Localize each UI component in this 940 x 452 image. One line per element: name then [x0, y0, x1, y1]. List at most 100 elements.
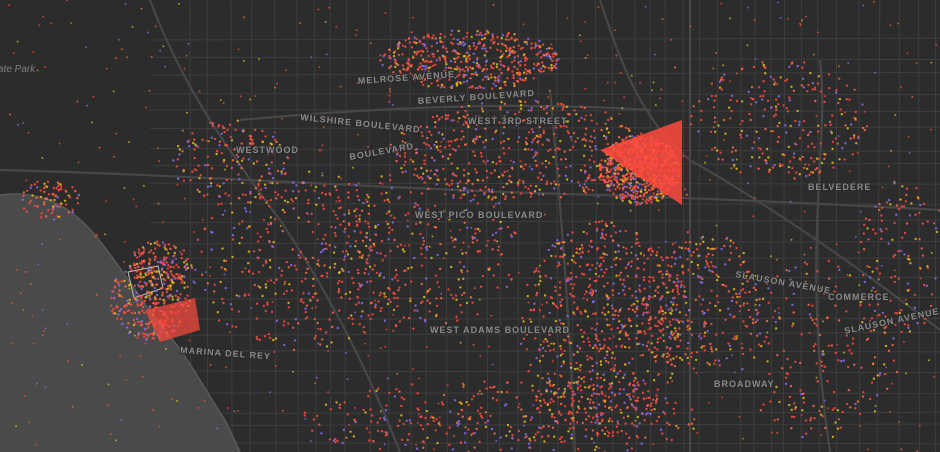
dot [697, 130, 700, 133]
dot [555, 62, 558, 66]
dot [595, 267, 597, 270]
dot [29, 186, 32, 190]
dot [652, 398, 655, 401]
dot [190, 264, 193, 267]
dot [457, 145, 460, 148]
dot [782, 349, 785, 353]
dot [735, 99, 739, 103]
dot [645, 202, 648, 205]
dot [346, 241, 349, 245]
dot [520, 408, 523, 411]
dot [852, 136, 856, 139]
dot [714, 265, 717, 269]
dot [224, 144, 227, 147]
dot [893, 275, 897, 278]
dot [435, 314, 438, 318]
dot [618, 187, 621, 190]
dot [166, 267, 170, 270]
dot [559, 344, 562, 348]
dot [485, 50, 488, 53]
dot [255, 317, 258, 320]
dot [801, 77, 805, 81]
dot [647, 389, 650, 393]
dot [562, 393, 565, 396]
dot [672, 297, 675, 300]
dot [880, 219, 884, 222]
dot [383, 292, 386, 295]
dot [741, 346, 744, 350]
dot [347, 212, 351, 215]
major-road [598, 0, 940, 331]
dot [40, 216, 43, 219]
dot [434, 274, 438, 277]
dot [880, 237, 883, 241]
dot [236, 119, 240, 122]
dot [571, 231, 574, 234]
dot [252, 250, 256, 253]
dot [615, 176, 619, 179]
dot [576, 367, 579, 370]
dot [313, 292, 316, 295]
dot [636, 399, 639, 403]
dot [830, 131, 833, 135]
dot [602, 178, 605, 182]
dot [656, 374, 659, 377]
dot [635, 387, 639, 391]
dot [441, 155, 444, 159]
dot [535, 64, 538, 67]
dot [557, 387, 560, 391]
dot [76, 202, 80, 205]
dot [677, 292, 680, 296]
dot [472, 150, 475, 153]
dot [854, 110, 857, 114]
dot [480, 414, 483, 418]
dot [170, 273, 173, 276]
dot [163, 243, 167, 247]
dot [550, 342, 553, 345]
dot [477, 250, 480, 253]
dot [611, 313, 614, 316]
dot [623, 373, 626, 376]
dot [282, 292, 286, 296]
dot [554, 285, 557, 289]
dot [519, 192, 523, 195]
dot [647, 189, 651, 192]
dot [404, 283, 407, 286]
dot [170, 278, 174, 281]
dot [416, 421, 419, 424]
dot [562, 124, 566, 128]
dot [426, 136, 429, 140]
dot [491, 386, 494, 389]
dot [820, 364, 824, 367]
dot [500, 390, 503, 394]
dot [559, 255, 562, 258]
dot [43, 203, 46, 206]
dot [264, 261, 268, 264]
dot [275, 197, 278, 200]
dot [672, 318, 675, 321]
dot [465, 60, 468, 63]
dot [218, 144, 221, 147]
dot [617, 314, 620, 317]
dot [752, 286, 756, 289]
dot [137, 333, 140, 336]
dot [862, 248, 866, 251]
dot [516, 140, 520, 144]
dot [530, 416, 534, 419]
dot [544, 165, 548, 169]
dot [162, 302, 166, 305]
dot [370, 414, 374, 417]
dot [631, 308, 634, 312]
dot [802, 119, 806, 123]
dot [348, 291, 352, 294]
dot [281, 208, 285, 212]
dot [690, 355, 693, 359]
dot [601, 274, 604, 278]
dot [588, 277, 592, 281]
dot [518, 72, 521, 75]
dot [522, 180, 525, 183]
dot [608, 431, 611, 435]
dot [742, 352, 745, 356]
dot [540, 105, 543, 109]
dot [150, 291, 153, 295]
